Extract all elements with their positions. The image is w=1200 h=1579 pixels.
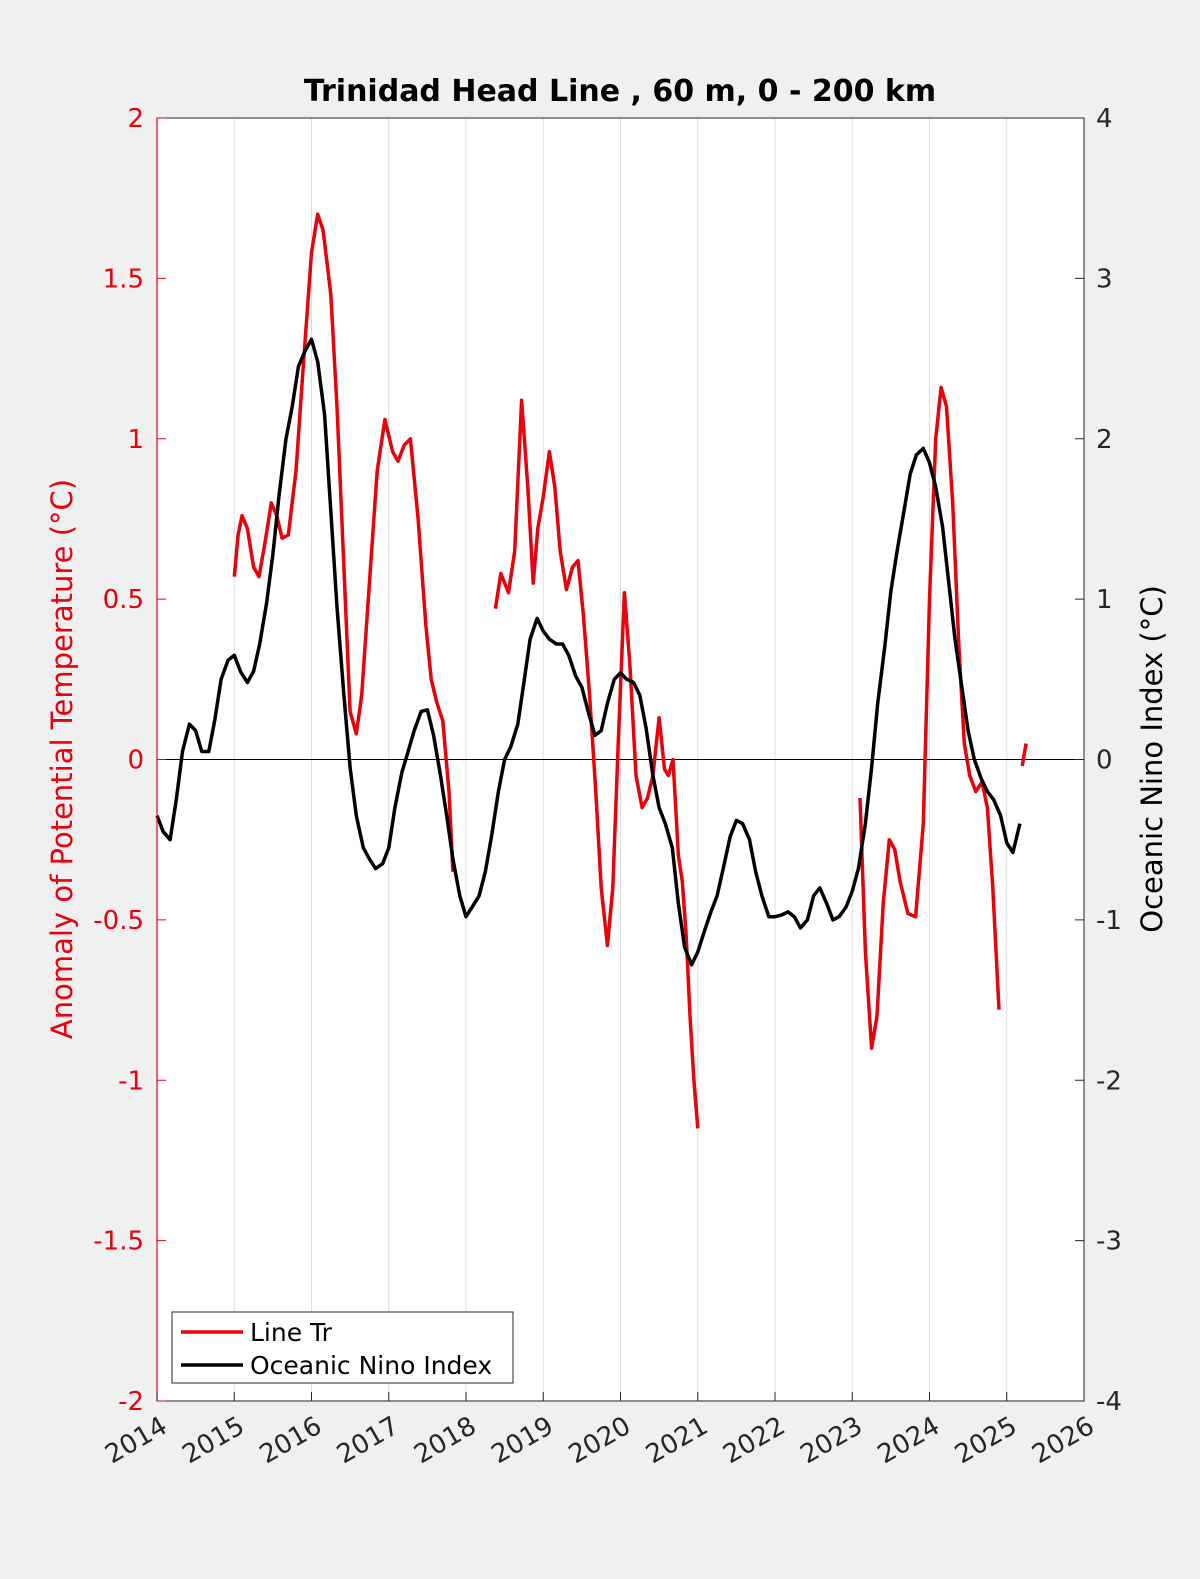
- left-axis-label: Anomaly of Potential Temperature (°C): [45, 479, 79, 1039]
- series-layer: [155, 212, 1028, 1129]
- y-left-tick-label: 1.5: [103, 264, 144, 294]
- series-oni-path: [155, 337, 1022, 967]
- legend: Line Tr Oceanic Nino Index: [171, 1311, 514, 1384]
- right-axis-label: Oceanic Nino Index (°C): [1135, 585, 1169, 933]
- y-right-tick-label: 4: [1096, 104, 1113, 134]
- y-right-tick-label: -2: [1096, 1066, 1122, 1096]
- series-line-tr-path: [232, 212, 455, 872]
- series-line-tr-path: [493, 398, 700, 1129]
- legend-box: [171, 1311, 514, 1384]
- legend-label-oni: Oceanic Nino Index: [250, 1351, 492, 1380]
- y-right-tick-label: -1: [1096, 906, 1122, 936]
- y-left-tick-label: 0.5: [103, 585, 144, 615]
- y-left-tick-label: -2: [118, 1387, 144, 1417]
- chart-title: Trinidad Head Line , 60 m, 0 - 200 km: [304, 74, 936, 109]
- y-left-tick-label: -1.5: [93, 1227, 144, 1257]
- y-left-tick-label: 1: [127, 425, 144, 455]
- y-right-tick-label: 3: [1096, 264, 1113, 294]
- y-right-tick-label: 1: [1096, 585, 1113, 615]
- y-right-tick-label: 0: [1096, 746, 1113, 776]
- series-line-tr-path: [858, 385, 1001, 1050]
- y-right-tick-label: 2: [1096, 425, 1113, 455]
- y-left-tick-label: 2: [127, 104, 144, 134]
- y-left-tick-label: -0.5: [93, 906, 144, 936]
- y-right-tick-label: -3: [1096, 1227, 1122, 1257]
- axis-ticks: [156, 117, 1085, 1402]
- y-right-tick-label: -4: [1096, 1387, 1122, 1417]
- legend-label-line-tr: Line Tr: [250, 1318, 333, 1347]
- y-left-tick-label: -1: [118, 1066, 144, 1096]
- y-left-tick-label: 0: [127, 746, 144, 776]
- series-line-tr-path: [1020, 743, 1028, 767]
